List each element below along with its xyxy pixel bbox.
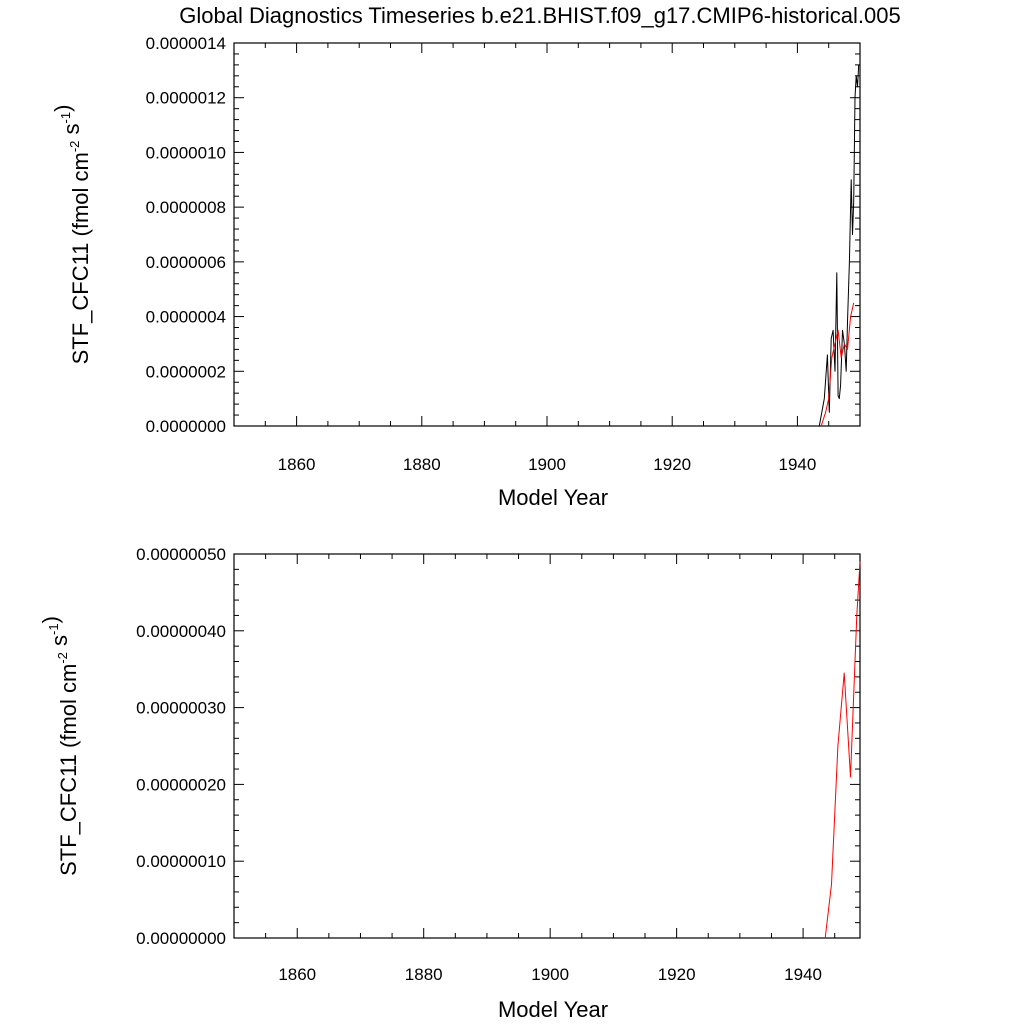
series-line-0 (824, 561, 861, 939)
series-line-0 (818, 64, 860, 427)
figure-title: Global Diagnostics Timeseries b.e21.BHIS… (179, 3, 900, 28)
y-axis-title: STF_CFC11 (fmol cm-2 s-1) (50, 105, 93, 365)
plot-frame (233, 42, 861, 427)
x-axis-title: Model Year (498, 485, 608, 510)
plot-frame (233, 553, 861, 939)
y-tick-label: 0.00000010 (136, 852, 226, 871)
y-tick-label: 0.00000000 (136, 929, 226, 948)
chart-panel-bottom: 1860 1880 1900 1920 1940 0.00000000 0.00000010… (38, 545, 861, 1022)
x-tick-label: 1860 (278, 455, 316, 474)
y-tick-label: 0.0000006 (146, 253, 226, 272)
x-tick-label: 1860 (278, 965, 316, 984)
x-tick-label: 1880 (403, 455, 441, 474)
y-tick-label: 0.00000040 (136, 622, 226, 641)
y-tick-label: 0.00000020 (136, 775, 226, 794)
x-axis-title: Model Year (498, 997, 608, 1022)
x-tick-label: 1920 (653, 455, 691, 474)
y-tick-label: 0.0000008 (146, 198, 226, 217)
y-tick-label: 0.0000010 (146, 143, 226, 162)
y-tick-label: 0.0000004 (146, 308, 226, 327)
x-tick-label: 1920 (658, 965, 696, 984)
y-tick-label: 0.00000050 (136, 545, 226, 564)
y-axis-title: STF_CFC11 (fmol cm-2 s-1) (38, 616, 81, 876)
y-tick-label: 0.0000014 (146, 34, 226, 53)
y-tick-label: 0.0000012 (146, 89, 226, 108)
x-tick-label: 1940 (784, 965, 822, 984)
x-tick-label: 1900 (528, 455, 566, 474)
x-tick-label: 1880 (405, 965, 443, 984)
x-tick-label: 1940 (778, 455, 816, 474)
y-tick-label: 0.0000000 (146, 417, 226, 436)
y-tick-label: 0.00000030 (136, 699, 226, 718)
chart-panel-top: 1860 1880 1900 1920 1940 0.0000000 0.0000002 0.… (50, 34, 861, 510)
series-line-1 (820, 302, 855, 427)
x-tick-label: 1900 (531, 965, 569, 984)
y-tick-label: 0.0000002 (146, 362, 226, 381)
